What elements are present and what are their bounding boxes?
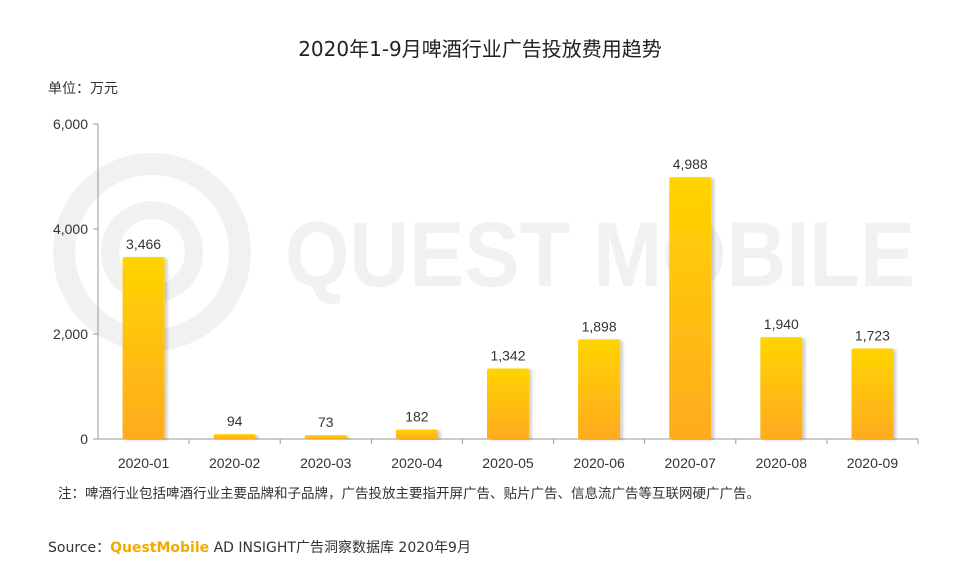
y-tick-label: 6,000 (53, 116, 88, 132)
value-label: 73 (318, 414, 334, 430)
x-tick-label: 2020-09 (847, 455, 899, 471)
bars (122, 177, 894, 439)
watermark: QUEST MOBILE (53, 153, 915, 351)
x-tick-label: 2020-05 (482, 455, 534, 471)
bar-2020-08 (760, 337, 803, 439)
value-label: 1,898 (582, 318, 617, 334)
y-tick-label: 2,000 (53, 326, 88, 342)
value-label: 1,342 (490, 348, 525, 364)
source-prefix: Source： (48, 540, 111, 556)
x-tick-label: 2020-02 (209, 455, 261, 471)
x-tick-label: 2020-04 (391, 455, 443, 471)
bar-2020-06 (578, 339, 621, 439)
x-tick-label: 2020-03 (300, 455, 352, 471)
x-tick-labels: 2020-01 2020-02 2020-03 2020-04 2020-05 2020-… (118, 439, 919, 471)
value-label: 4,988 (673, 156, 708, 172)
x-tick-label: 2020-06 (573, 455, 625, 471)
bar-2020-01 (122, 257, 165, 439)
x-tick-label: 2020-08 (756, 455, 808, 471)
value-label: 1,723 (855, 328, 890, 344)
unit-label: 单位：万元 (48, 81, 118, 97)
footnote: 注：啤酒行业包括啤酒行业主要品牌和子品牌，广告投放主要指开屏广告、贴片广告、信息… (58, 486, 760, 502)
source-suffix: AD INSIGHT广告洞察数据库 2020年9月 (209, 540, 471, 556)
watermark-text: QUEST MOBILE (285, 204, 915, 306)
bar-2020-02 (213, 434, 256, 439)
x-tick-label: 2020-07 (665, 455, 717, 471)
source-brand: QuestMobile (110, 540, 210, 556)
value-label: 1,940 (764, 316, 799, 332)
bar-2020-03 (304, 435, 347, 439)
bar-2020-07 (669, 177, 712, 439)
y-tick-label: 0 (80, 431, 88, 447)
bar-2020-05 (487, 368, 529, 439)
bar-2020-04 (395, 429, 438, 439)
bar-2020-09 (851, 348, 894, 439)
chart-title: 2020年1-9月啤酒行业广告投放费用趋势 (298, 37, 662, 61)
value-label: 182 (405, 408, 429, 424)
y-tick-label: 4,000 (53, 221, 88, 237)
value-labels: 3,466 94 73 182 1,342 1,898 4,988 1,940 1,723 (126, 156, 890, 430)
y-ticks: 0 2,000 4,000 6,000 (53, 116, 98, 447)
source-line: Source：QuestMobile AD INSIGHT广告洞察数据库 202… (48, 537, 471, 557)
x-tick-label: 2020-01 (118, 455, 170, 471)
value-label: 3,466 (126, 236, 161, 252)
value-label: 94 (227, 413, 243, 429)
